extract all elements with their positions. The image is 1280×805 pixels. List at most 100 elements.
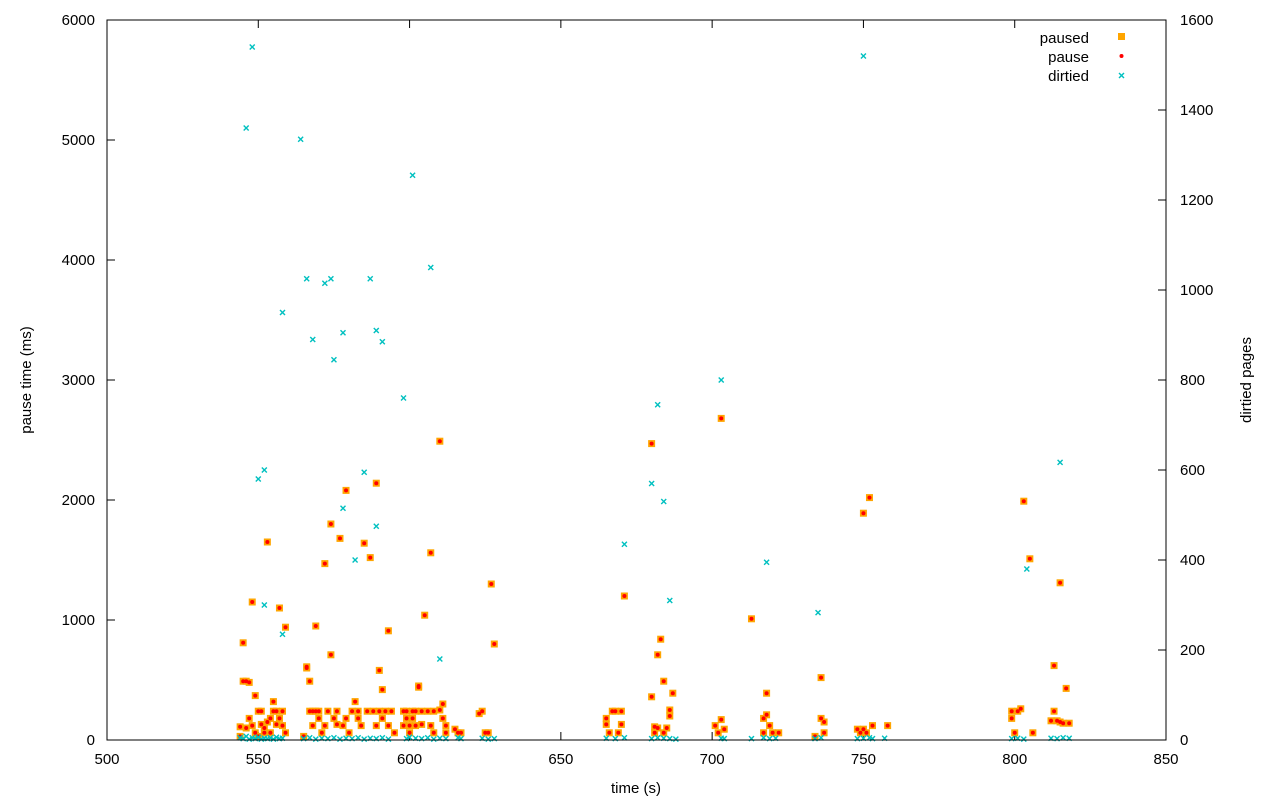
pause-point bbox=[277, 716, 282, 721]
pause-point bbox=[604, 722, 609, 727]
y2-tick-label: 1600 bbox=[1180, 12, 1213, 29]
dirtied-point bbox=[306, 734, 313, 741]
x-tick-label: 550 bbox=[246, 751, 271, 768]
pause-point bbox=[262, 726, 267, 730]
pause-point bbox=[280, 709, 285, 714]
y2-tick-label: 400 bbox=[1180, 552, 1205, 569]
pause-point bbox=[652, 730, 657, 735]
pause-point bbox=[331, 716, 336, 721]
pause-point bbox=[431, 709, 436, 714]
pause-point bbox=[764, 712, 769, 717]
pause-point bbox=[247, 680, 252, 685]
pause-point bbox=[459, 730, 464, 735]
pause-point bbox=[371, 709, 376, 714]
pause-point bbox=[322, 723, 327, 728]
pause-point bbox=[1067, 721, 1072, 726]
pause-point bbox=[1058, 580, 1063, 585]
pause-point bbox=[492, 642, 497, 646]
pause-point bbox=[649, 694, 654, 699]
pause-point bbox=[253, 730, 258, 735]
y-tick-label: 6000 bbox=[62, 12, 95, 29]
dirtied-point bbox=[355, 734, 362, 741]
pause-point bbox=[386, 628, 391, 633]
pause-point bbox=[344, 716, 349, 721]
points-layer bbox=[236, 44, 1073, 743]
dirtied-point bbox=[243, 125, 250, 131]
pause-point bbox=[716, 730, 721, 735]
pause-point bbox=[365, 709, 370, 714]
x-tick-label: 600 bbox=[397, 751, 422, 768]
dirtied-point bbox=[379, 338, 386, 345]
dirtied-point bbox=[297, 136, 304, 143]
pause-point bbox=[250, 723, 255, 728]
pause-point bbox=[419, 722, 424, 727]
pause-point bbox=[437, 708, 442, 712]
pause-point bbox=[328, 652, 333, 657]
pause-point bbox=[334, 709, 339, 714]
pause-point bbox=[283, 625, 288, 630]
dirtied-point bbox=[648, 480, 655, 487]
pause-point bbox=[861, 511, 866, 516]
pause-point bbox=[247, 716, 252, 721]
pause-point bbox=[455, 730, 460, 735]
dirtied-point bbox=[279, 309, 286, 316]
pause-point bbox=[313, 709, 318, 714]
pause-point bbox=[404, 709, 409, 714]
dirtied-point bbox=[373, 327, 380, 334]
pause-point bbox=[489, 582, 494, 586]
dirtied-point bbox=[279, 631, 286, 638]
pause-point bbox=[619, 709, 624, 714]
pause-point bbox=[238, 724, 243, 729]
pause-point bbox=[1015, 709, 1020, 714]
pause-point bbox=[770, 730, 775, 735]
y2-tick-label: 200 bbox=[1180, 642, 1205, 659]
pause-point bbox=[304, 664, 309, 669]
pause-point bbox=[344, 488, 349, 493]
legend-label-dirtied: dirtied bbox=[1048, 68, 1089, 85]
pause-point bbox=[310, 723, 315, 728]
dirtied-point bbox=[330, 356, 337, 363]
pause-point bbox=[1064, 686, 1069, 691]
pause-point bbox=[480, 709, 485, 714]
dirtied-point bbox=[255, 476, 262, 482]
pause-point bbox=[250, 600, 255, 604]
pause-point bbox=[1009, 716, 1014, 721]
pause-point bbox=[428, 723, 433, 728]
pause-point bbox=[655, 652, 660, 657]
pause-point bbox=[719, 717, 724, 722]
pause-point bbox=[259, 722, 264, 727]
x-tick-label: 800 bbox=[1002, 751, 1027, 768]
pause-point bbox=[368, 555, 373, 560]
dirtied-point bbox=[267, 734, 274, 741]
dirtied-point bbox=[261, 602, 268, 608]
pause-point bbox=[616, 730, 621, 735]
pause-point bbox=[268, 730, 273, 735]
pause-point bbox=[359, 723, 364, 728]
pause-point bbox=[310, 709, 315, 714]
pause-point bbox=[316, 709, 321, 714]
pause-point bbox=[776, 730, 781, 735]
dirtied-point bbox=[1020, 736, 1027, 743]
dirtied-point bbox=[336, 736, 343, 743]
pause-point bbox=[262, 730, 267, 735]
pause-point bbox=[1030, 730, 1035, 735]
y2-axis-label: dirtied pages bbox=[1238, 337, 1255, 423]
dirtied-point bbox=[430, 736, 437, 743]
dirtied-point bbox=[303, 275, 310, 282]
pause-point bbox=[1049, 718, 1054, 723]
pause-point bbox=[1061, 721, 1066, 726]
legend-marker-paused bbox=[1118, 33, 1125, 40]
pause-point bbox=[271, 699, 276, 704]
pause-point bbox=[401, 723, 406, 728]
pause-point bbox=[362, 541, 367, 546]
pause-point bbox=[386, 723, 391, 728]
pause-point bbox=[885, 723, 890, 728]
dirtied-point bbox=[485, 736, 492, 743]
pause-point bbox=[440, 702, 445, 706]
pause-point bbox=[486, 730, 491, 735]
pause-point bbox=[407, 730, 412, 735]
dirtied-point bbox=[321, 280, 328, 287]
pause-point bbox=[431, 730, 436, 735]
